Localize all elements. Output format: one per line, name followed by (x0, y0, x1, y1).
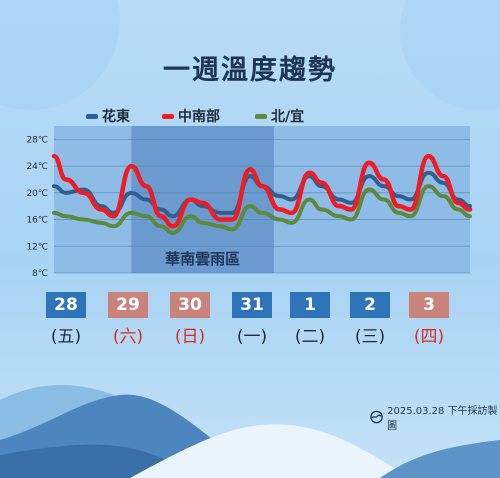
legend-label: 北/宜 (271, 109, 305, 125)
day-box-2: 2 (350, 292, 390, 318)
day-box-3: 3 (409, 292, 449, 318)
day-box-1: 1 (290, 292, 330, 318)
weekday-label: (一) (236, 327, 268, 347)
y-tick-label: 24℃ (26, 162, 48, 172)
y-tick-label: 8℃ (32, 269, 48, 279)
legend-swatch (86, 113, 98, 119)
legend-item-huadong: 花東 (86, 106, 130, 126)
y-tick-label: 12℃ (26, 242, 48, 252)
weekday-label: (五) (50, 327, 82, 347)
y-tick-label: 28℃ (26, 135, 48, 145)
legend-item-north: 北/宜 (255, 106, 304, 126)
weekday-label: (二) (294, 327, 326, 347)
cwa-logo-icon (370, 410, 383, 424)
weekday-label: (六) (112, 327, 144, 347)
day-box-28: 28 (46, 292, 86, 318)
legend-label: 中南部 (178, 109, 220, 125)
weekday-label: (日) (174, 327, 206, 347)
weekday-label: (四) (413, 327, 445, 347)
legend-swatch (255, 113, 267, 119)
y-tick-label: 20℃ (26, 189, 48, 199)
series-line-2 (52, 184, 472, 235)
y-tick-label: 16℃ (26, 216, 48, 226)
page-title: 一週溫度趨勢 (163, 55, 337, 86)
footer-text: 2025.03.28 下午採訪製圖 (387, 406, 498, 432)
legend-swatch (162, 113, 174, 119)
day-box-31: 31 (232, 292, 272, 318)
region-annotation: 華南雲雨區 (165, 250, 240, 268)
day-box-29: 29 (108, 292, 148, 318)
series-line-1 (51, 153, 473, 229)
day-box-30: 30 (170, 292, 210, 318)
weekday-label: (三) (354, 327, 386, 347)
legend-item-south: 中南部 (162, 106, 220, 126)
footer-credit: 2025.03.28 下午採訪製圖 (370, 402, 500, 432)
legend-label: 花東 (102, 109, 130, 125)
